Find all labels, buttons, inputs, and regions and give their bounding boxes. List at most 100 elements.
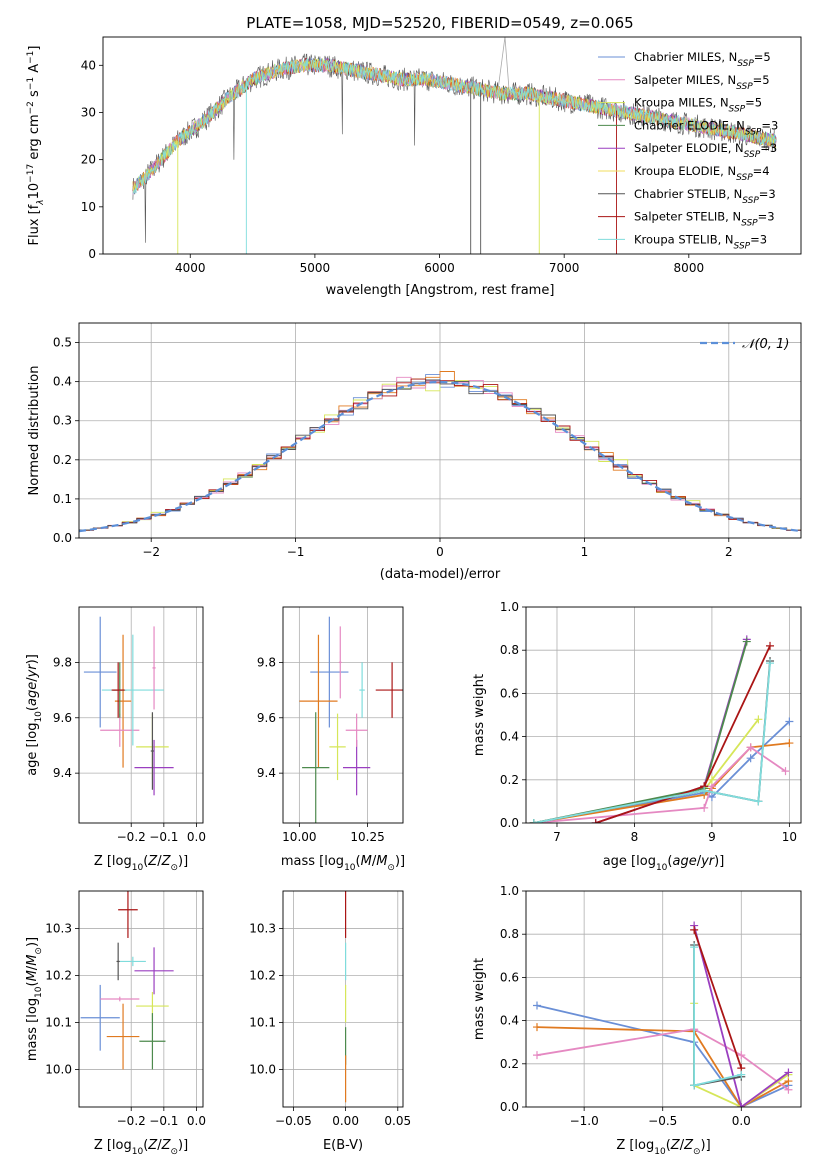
y-tick-label: 10 bbox=[81, 200, 96, 214]
weight-marker bbox=[700, 803, 709, 812]
legend-label: Chabrier STELIB, NSSP=3 bbox=[634, 187, 776, 206]
y-tick-label: 9.6 bbox=[53, 711, 72, 725]
figure-title: PLATE=1058, MJD=52520, FIBERID=0549, z=0… bbox=[246, 14, 633, 32]
x-tick-label: 5000 bbox=[300, 261, 331, 275]
weight-marker bbox=[785, 717, 794, 726]
x-tick-label: −0.2 bbox=[117, 1114, 146, 1128]
y-tick-label: 40 bbox=[81, 58, 96, 72]
y-tick-label: 0.5 bbox=[53, 336, 72, 350]
weight-marker bbox=[737, 1070, 746, 1079]
x-tick-label: −0.05 bbox=[275, 1114, 312, 1128]
weight-marker bbox=[707, 775, 716, 784]
legend-label: Kroupa STELIB, NSSP=3 bbox=[634, 232, 767, 251]
y-axis-label: mass weight bbox=[472, 958, 487, 1040]
x-tick-label: 2 bbox=[725, 545, 733, 559]
x-axis-label: Z [log10(Z/Z⊙)] bbox=[94, 1138, 188, 1157]
legend-label: Salpeter STELIB, NSSP=3 bbox=[634, 210, 775, 229]
weight-line bbox=[693, 925, 789, 1107]
legend-label: Chabrier MILES, NSSP=5 bbox=[634, 50, 771, 69]
x-tick-label: 10 bbox=[782, 830, 797, 844]
x-tick-label: 0.0 bbox=[187, 1114, 206, 1128]
y-axis-label: mass weight bbox=[472, 674, 487, 756]
plot-area-3 bbox=[283, 607, 403, 823]
y-tick-label: 0.0 bbox=[500, 816, 519, 830]
weight-marker bbox=[690, 925, 699, 934]
weight-line bbox=[533, 718, 760, 823]
axes-frame bbox=[525, 890, 802, 1108]
legend-label: 𝒩(0, 1) bbox=[742, 337, 789, 352]
x-tick-label: 6000 bbox=[424, 261, 455, 275]
legend-label: Chabrier ELODIE, NSSP=3 bbox=[634, 118, 778, 137]
y-axis-label: Normed distribution bbox=[27, 366, 42, 496]
plot-area-4 bbox=[526, 607, 801, 823]
y-tick-label: 0.6 bbox=[500, 686, 519, 700]
weight-marker bbox=[700, 786, 709, 795]
weight-marker bbox=[690, 943, 699, 952]
y-tick-label: 1.0 bbox=[500, 600, 519, 614]
y-tick-label: 10.1 bbox=[249, 1015, 276, 1029]
plot-area-6 bbox=[283, 891, 403, 1107]
x-axis-label: wavelength [Angstrom, rest frame] bbox=[326, 283, 555, 298]
y-tick-label: 10.0 bbox=[45, 1062, 72, 1076]
x-axis-label: Z [log10(Z/Z⊙)] bbox=[94, 854, 188, 873]
y-tick-label: 0.4 bbox=[500, 730, 519, 744]
y-tick-label: 9.8 bbox=[257, 655, 276, 669]
legend-label: Kroupa MILES, NSSP=5 bbox=[634, 96, 762, 115]
weight-marker bbox=[784, 1068, 793, 1077]
plot-area-2 bbox=[79, 607, 203, 823]
panel-1: −2 −1 0 1 2 0.0 0.1 0.2 0.3 0.4 0.5 (data-model)/er… bbox=[27, 322, 802, 582]
y-tick-label: 9.8 bbox=[53, 655, 72, 669]
weight-marker bbox=[754, 715, 763, 724]
weight-line bbox=[533, 641, 748, 823]
axes-frame bbox=[282, 606, 404, 824]
x-tick-label: 0 bbox=[436, 545, 444, 559]
x-tick-label: −0.2 bbox=[117, 830, 146, 844]
y-axis-label: mass [log10(M/M⊙)] bbox=[25, 937, 44, 1061]
x-tick-label: 0.05 bbox=[384, 1114, 411, 1128]
weight-marker bbox=[785, 739, 794, 748]
x-tick-label: −1.0 bbox=[570, 1114, 599, 1128]
weight-line bbox=[693, 929, 743, 1069]
x-axis-label: age [log10(age/yr)] bbox=[603, 854, 725, 873]
x-axis-label: mass [log10(M/M⊙)] bbox=[281, 854, 405, 873]
y-tick-label: 0.1 bbox=[53, 492, 72, 506]
plot-area-7 bbox=[526, 891, 801, 1107]
weight-marker bbox=[737, 1051, 746, 1060]
y-tick-label: 9.4 bbox=[53, 766, 72, 780]
y-tick-label: 10.0 bbox=[249, 1062, 276, 1076]
weight-marker bbox=[766, 641, 775, 650]
x-tick-label: −0.5 bbox=[648, 1114, 677, 1128]
x-tick-label: −0.1 bbox=[149, 830, 178, 844]
normal-curve bbox=[79, 380, 801, 533]
y-tick-label: 0.6 bbox=[500, 970, 519, 984]
y-tick-label: 0.0 bbox=[500, 1100, 519, 1114]
x-axis-label: Z [log10(Z/Z⊙)] bbox=[616, 1138, 710, 1157]
weight-marker bbox=[766, 659, 775, 668]
weight-marker bbox=[707, 793, 716, 802]
x-tick-label: 10.00 bbox=[282, 830, 316, 844]
weight-line bbox=[533, 663, 771, 823]
axes-frame bbox=[282, 890, 404, 1108]
x-tick-label: 0.0 bbox=[732, 1114, 751, 1128]
panel-5: −0.2 −0.1 0.0 10.0 10.1 10.2 10.3 Z [log10(Z/Z⊙… bbox=[25, 890, 206, 1157]
weight-marker bbox=[746, 754, 755, 763]
x-tick-label: 7000 bbox=[549, 261, 580, 275]
weight-marker bbox=[737, 1103, 746, 1107]
y-tick-label: 0.2 bbox=[500, 1057, 519, 1071]
weight-line bbox=[536, 1028, 789, 1091]
x-tick-label: 4000 bbox=[175, 261, 206, 275]
y-tick-label: 1.0 bbox=[500, 884, 519, 898]
weight-marker bbox=[533, 1001, 541, 1010]
weight-marker bbox=[533, 1023, 541, 1032]
y-tick-label: 0.2 bbox=[500, 773, 519, 787]
legend-label: Kroupa ELODIE, NSSP=4 bbox=[634, 164, 770, 183]
weight-marker bbox=[754, 797, 763, 806]
panel-3: 10.00 10.25 9.4 9.6 9.8 mass [log10(M/M⊙)] bbox=[257, 606, 405, 873]
x-tick-label: 7 bbox=[553, 830, 561, 844]
plot-area-5 bbox=[79, 891, 203, 1107]
x-tick-label: 0.0 bbox=[187, 830, 206, 844]
x-axis-label: (data-model)/error bbox=[380, 567, 501, 582]
axes-frame bbox=[102, 36, 802, 255]
y-tick-label: 30 bbox=[81, 105, 96, 119]
